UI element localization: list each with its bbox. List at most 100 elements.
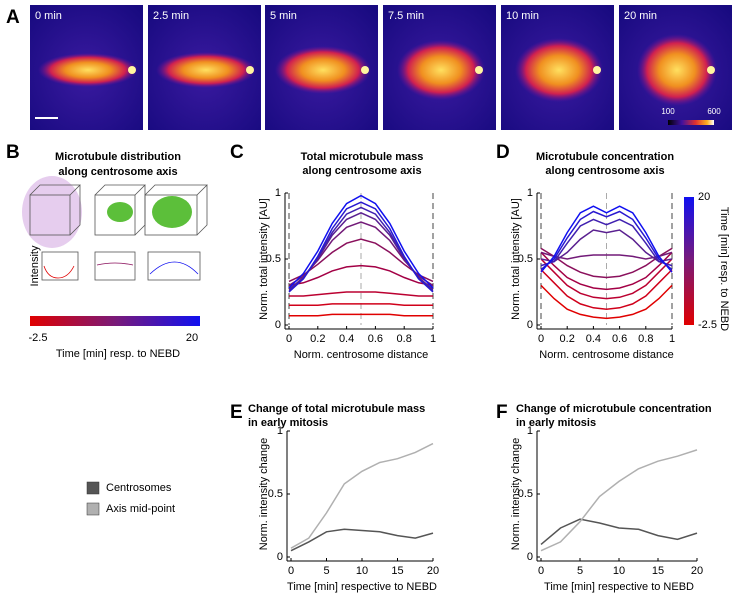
panel-label: F — [496, 402, 508, 423]
panel-title: Microtubule distribution — [55, 151, 181, 163]
x-tick-label: 15 — [652, 565, 664, 577]
data-line — [540, 258, 673, 300]
x-tick-label: 0 — [538, 565, 544, 577]
panel-title: along centrosome axis — [58, 166, 177, 178]
chart-title: in early mitosis — [516, 417, 596, 429]
panel-label: A — [6, 7, 20, 28]
x-tick-label: 15 — [391, 565, 403, 577]
spindle — [397, 40, 485, 100]
x-axis-label: Time [min] respective to NEBD — [287, 581, 437, 593]
y-tick-label: 0 — [275, 319, 281, 331]
y-tick-label: 0 — [527, 551, 533, 563]
colorbar-tick: -2.5 — [29, 332, 48, 344]
y-axis-label: Norm. total intensity [AU] — [510, 198, 522, 320]
data-line — [540, 210, 673, 271]
x-tick-label: 5 — [323, 565, 329, 577]
x-tick-label: 0 — [538, 333, 544, 345]
panel-label: C — [230, 142, 244, 163]
panel-label: E — [230, 402, 243, 423]
data-line — [288, 201, 434, 293]
x-axis-label: Norm. centrosome distance — [539, 349, 674, 361]
y-tick-label: 0 — [277, 551, 283, 563]
y-axis-label: Norm. intensity change — [510, 438, 522, 551]
spindle — [38, 53, 138, 87]
data-line — [540, 205, 673, 273]
data-line — [540, 284, 673, 320]
x-tick-label: 0.4 — [339, 333, 354, 345]
legend-swatch — [86, 481, 100, 495]
x-tick-label: 1 — [430, 333, 436, 345]
x-tick-label: 5 — [577, 565, 583, 577]
colorbar-tick: -2.5 — [698, 319, 717, 331]
x-tick-label: 0 — [286, 333, 292, 345]
y-tick-label: 0.5 — [518, 253, 533, 265]
frame-label: 20 min — [624, 10, 657, 22]
x-tick-label: 20 — [691, 565, 703, 577]
spindle — [515, 38, 603, 102]
legend-label: Axis mid-point — [106, 503, 175, 515]
colorbar-label: Time [min] resp. to NEBD — [56, 348, 180, 360]
data-line — [288, 264, 434, 287]
y-tick-label: 1 — [277, 425, 283, 437]
centrosome — [593, 66, 601, 74]
chart-title: in early mitosis — [248, 417, 328, 429]
centrosome — [246, 66, 254, 74]
x-tick-label: 20 — [427, 565, 439, 577]
colorbar-tick: 600 — [707, 107, 721, 116]
data-line — [540, 251, 673, 260]
data-line — [540, 247, 673, 279]
y-axis-label: Norm. total intensity [AU] — [258, 198, 270, 320]
data-line — [288, 238, 434, 283]
y-tick-label: 1 — [275, 187, 281, 199]
colorbar-tick: 20 — [186, 332, 198, 344]
data-line — [290, 528, 434, 552]
data-line — [540, 449, 698, 552]
spindle — [156, 52, 256, 88]
frame-label: 10 min — [506, 10, 539, 22]
legend-label: Centrosomes — [106, 482, 172, 494]
x-tick-label: 0.2 — [560, 333, 575, 345]
frame-label: 2.5 min — [153, 10, 189, 22]
data-line — [540, 251, 673, 291]
spindle — [637, 34, 717, 106]
chart-title: Microtubule concentration — [536, 151, 674, 163]
x-tick-label: 0.8 — [397, 333, 412, 345]
centrosome — [707, 66, 715, 74]
chart-title: Change of total microtubule mass — [248, 403, 425, 415]
schematic — [22, 176, 208, 281]
x-tick-label: 0.6 — [368, 333, 383, 345]
chart-title: Total microtubule mass — [301, 151, 424, 163]
centrosome — [361, 66, 369, 74]
legend-swatch — [86, 502, 100, 516]
y-tick-label: 0.5 — [518, 488, 533, 500]
data-line — [540, 218, 673, 267]
chart-title: Change of microtubule concentration — [516, 403, 712, 415]
colorbar — [30, 316, 200, 326]
panel-label: B — [6, 142, 20, 163]
data-line — [290, 442, 434, 549]
data-line — [540, 518, 698, 545]
data-line — [289, 291, 433, 297]
x-tick-label: 0 — [288, 565, 294, 577]
frame-label: 0 min — [35, 10, 62, 22]
data-line — [289, 313, 433, 317]
x-tick-label: 0.2 — [310, 333, 325, 345]
data-line — [540, 229, 673, 263]
panel-label: D — [496, 142, 510, 163]
frame-label: 7.5 min — [388, 10, 424, 22]
chart-title: along centrosome axis — [545, 165, 664, 177]
x-axis-label: Norm. centrosome distance — [294, 349, 429, 361]
x-tick-label: 10 — [356, 565, 368, 577]
centrosome — [475, 66, 483, 74]
x-tick-label: 10 — [613, 565, 625, 577]
x-tick-label: 0.4 — [586, 333, 601, 345]
data-line — [289, 303, 433, 306]
colorbar — [684, 197, 694, 325]
y-tick-label: 0 — [527, 319, 533, 331]
data-line — [540, 269, 673, 310]
centrosome — [128, 66, 136, 74]
colorbar — [668, 120, 714, 125]
data-line — [288, 194, 434, 289]
x-tick-label: 0.6 — [612, 333, 627, 345]
